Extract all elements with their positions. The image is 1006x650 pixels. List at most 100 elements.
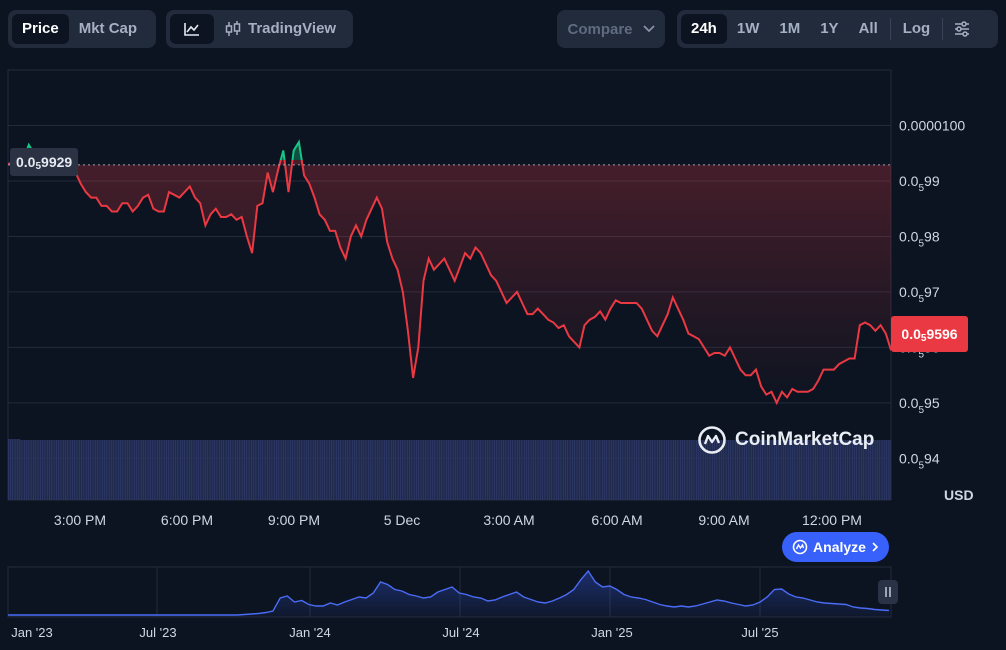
volume-bar: [743, 440, 746, 500]
volume-bar: [98, 440, 100, 500]
market-cap-tab[interactable]: Mkt Cap: [78, 20, 138, 37]
volume-bar: [566, 440, 568, 500]
volume-bar: [642, 440, 645, 500]
y-tick-label: 0.0598: [899, 228, 940, 249]
volume-bar: [272, 440, 274, 500]
volume-bar: [800, 440, 803, 500]
volume-bar: [277, 440, 279, 500]
volume-bar: [830, 440, 833, 500]
history-navigator[interactable]: Jan '23 Jul '23 Jan '24 Jul '24 Jan '25 Jul '…: [0, 560, 1006, 650]
volume-bar: [683, 440, 686, 500]
volume-bar: [472, 440, 475, 500]
volume-bar: [648, 440, 650, 500]
volume-bar: [499, 440, 501, 500]
volume-bar: [672, 440, 675, 500]
volume-bar: [529, 440, 531, 500]
volume-bar: [710, 440, 712, 500]
volume-bar: [635, 440, 638, 500]
volume-bar: [68, 440, 70, 500]
volume-bar: [740, 440, 742, 500]
volume-bar: [357, 440, 359, 500]
volume-bar: [298, 440, 301, 500]
volume-bar: [93, 440, 95, 500]
volume-bar: [110, 440, 113, 500]
volume-bar: [467, 440, 469, 500]
volume-bar: [218, 440, 221, 500]
volume-bar: [541, 440, 544, 500]
volume-bar: [662, 440, 664, 500]
volume-bar: [889, 440, 891, 500]
volume-bar: [841, 440, 843, 500]
volume-bar: [827, 440, 829, 500]
range-1w[interactable]: 1W: [736, 20, 760, 37]
volume-bar: [263, 440, 265, 500]
volume-bar: [798, 440, 801, 500]
volume-bar: [415, 440, 418, 500]
volume-bar: [217, 440, 219, 500]
volume-bar: [490, 440, 492, 500]
volume-bar: [465, 440, 467, 500]
volume-bar: [607, 440, 609, 500]
y-tick-label: 0.0595: [899, 395, 940, 416]
volume-bar: [669, 440, 671, 500]
volume-bar: [731, 440, 733, 500]
volume-bar: [417, 440, 420, 500]
range-24h[interactable]: 24h: [681, 14, 727, 44]
volume-bar: [812, 440, 815, 500]
navigator-handle[interactable]: [878, 580, 898, 604]
log-scale-button[interactable]: Log: [902, 20, 931, 37]
volume-bar: [477, 440, 480, 500]
volume-bar: [327, 440, 329, 500]
volume-bar: [234, 440, 237, 500]
volume-bar: [470, 440, 473, 500]
volume-bar: [878, 440, 881, 500]
volume-bar: [222, 440, 225, 500]
volume-bar: [703, 440, 705, 500]
volume-bar: [231, 440, 233, 500]
volume-bar: [571, 440, 574, 500]
volume-bar: [165, 440, 168, 500]
range-1m[interactable]: 1M: [779, 20, 801, 37]
volume-bar: [554, 440, 556, 500]
volume-bar: [419, 440, 421, 500]
volume-bar: [570, 440, 572, 500]
volume-bar: [603, 440, 606, 500]
volume-bar: [632, 440, 634, 500]
volume-bar: [142, 440, 145, 500]
volume-bar: [531, 440, 533, 500]
volume-bar: [249, 440, 251, 500]
range-all[interactable]: All: [858, 20, 878, 37]
line-chart-button[interactable]: [170, 14, 214, 44]
volume-bar: [867, 440, 870, 500]
volume-bar: [626, 440, 629, 500]
tradingview-button[interactable]: TradingView: [214, 14, 346, 44]
volume-bar: [112, 440, 115, 500]
volume-bar: [428, 440, 430, 500]
range-1y[interactable]: 1Y: [820, 20, 839, 37]
volume-bar: [183, 440, 186, 500]
settings-sliders-icon: [955, 21, 970, 37]
volume-bar: [816, 440, 819, 500]
volume-bar: [220, 440, 223, 500]
volume-bar: [575, 440, 577, 500]
chart-settings-button[interactable]: [945, 14, 979, 44]
volume-bar: [77, 440, 79, 500]
price-chart[interactable]: 0.00001000.05990.05980.05970.05960.05950…: [0, 0, 1006, 540]
volume-bar: [628, 440, 631, 500]
analyze-button[interactable]: Analyze: [782, 532, 889, 562]
volume-bar: [360, 440, 363, 500]
volume-bar: [766, 440, 769, 500]
volume-bar: [617, 440, 620, 500]
compare-dropdown[interactable]: Compare: [557, 10, 665, 48]
volume-bar: [444, 440, 446, 500]
volume-bar: [484, 440, 487, 500]
volume-bar: [722, 440, 725, 500]
volume-bar: [36, 440, 38, 500]
volume-bar: [348, 440, 350, 500]
volume-bar: [174, 440, 177, 500]
volume-bar: [543, 440, 545, 500]
price-tab[interactable]: Price: [12, 14, 69, 44]
volume-bar: [500, 440, 503, 500]
volume-bar: [752, 440, 755, 500]
volume-bar: [458, 440, 460, 500]
